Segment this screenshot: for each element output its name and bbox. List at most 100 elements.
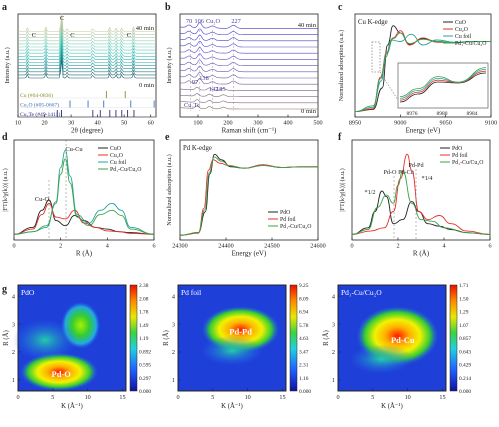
- colorbar-label-0-5: 1.49: [139, 323, 149, 329]
- annotation-f-1: Pd-O: [383, 169, 397, 176]
- heatmap-ylabel-1: R (Å): [162, 330, 170, 346]
- heatmap-ytick-label-2-1: 2: [332, 349, 335, 356]
- heatmap-xtick-label-0-1: 5: [51, 394, 54, 401]
- ref-label-1: Cu₂O (#05-0667): [20, 102, 59, 109]
- colorbar-label-2-1: 0.214: [459, 376, 471, 382]
- xrd-pattern-5: [18, 44, 156, 63]
- series-line-d-3: [13, 158, 155, 235]
- raman-spectrum-13: [179, 22, 318, 29]
- heatmap-xtick-label-0-0: 0: [16, 394, 19, 401]
- x-tick-label-d-1: 2: [59, 243, 62, 250]
- raman-spectrum-10: [179, 40, 318, 48]
- panel-letter-c: c: [338, 2, 343, 13]
- raman-bottom-time: 0 min: [301, 108, 317, 115]
- colorbar-label-1-8: 9.25: [299, 283, 309, 289]
- x-tick-label-c-1: 9000: [394, 120, 406, 127]
- heatmap-ytick-label-0-2: 3: [12, 321, 15, 328]
- raman-bottom-peak-3: 185: [216, 86, 225, 93]
- xrd-pattern-10: [18, 28, 156, 48]
- x-tick-label-e-0: 24300: [172, 243, 187, 250]
- colorbar-label-1-1: 1.16: [299, 376, 309, 382]
- panel-letter-e: e: [165, 132, 170, 143]
- heatmap-title-0: PdO: [21, 288, 35, 297]
- x-tick-label-a-2: 30: [68, 120, 74, 127]
- xrd-bottom-time: 0 min: [139, 82, 155, 89]
- colorbar-label-1-6: 6.94: [299, 310, 309, 316]
- x-tick-label-f-1: 2: [396, 243, 399, 250]
- heatmap-frame-1: [177, 284, 287, 392]
- raman-spectrum-12: [179, 28, 318, 35]
- colorbar-label-0-3: 0.892: [139, 349, 151, 355]
- ref-label-0: Cu (#04-0836): [20, 92, 53, 99]
- xrd-peak-mark-2: C: [127, 32, 131, 39]
- colorbar-label-1-0: 0.000: [299, 389, 311, 395]
- annotation-f-4: *1/2: [364, 189, 375, 196]
- colorbar-label-2-4: 0.857: [459, 336, 471, 342]
- colorbar-label-2-3: 0.643: [459, 349, 471, 355]
- heatmap-ytick-label-0-1: 2: [12, 349, 15, 356]
- x-axis-label-b: Raman shift (cm⁻¹): [222, 127, 277, 135]
- heatmap-xtick-label-2-2: 10: [405, 394, 411, 401]
- raman-spectrum-1: [180, 99, 318, 104]
- colorbar-label-2-7: 1.50: [459, 296, 469, 302]
- inset-line-c-2: [399, 69, 487, 99]
- heatmap-xtick-label-1-3: 15: [279, 394, 285, 401]
- heatmap-blob-0-1: [20, 352, 98, 392]
- colorbar-0: [129, 284, 138, 392]
- colorbar-label-1-5: 5.78: [299, 323, 309, 329]
- series-line-c-2: [354, 33, 491, 113]
- heatmap-ytick-label-1-1: 2: [172, 349, 175, 356]
- series-line-e-2: [179, 156, 318, 236]
- xrd-pattern-9: [18, 31, 156, 51]
- xrd-peak-mark-1: C: [60, 15, 64, 22]
- xrd-peak-mark-3: C: [70, 32, 74, 39]
- heatmap-xlabel-0: K (Å⁻¹): [61, 402, 83, 410]
- raman-spectrum-9: [179, 47, 318, 54]
- heatmap-ytick-label-0-0: 1: [12, 377, 15, 384]
- heatmap-xtick-label-2-0: 0: [336, 394, 339, 401]
- inset-line-c-1: [399, 70, 487, 101]
- inset-frame-c: [397, 62, 489, 109]
- panel-letter-g: g: [2, 284, 7, 295]
- panel-title-c: Cu K-edge: [358, 19, 388, 26]
- series-line-f-0: [351, 190, 491, 235]
- plot-frame-b: [179, 13, 319, 118]
- plot-frame-c: [354, 13, 492, 118]
- inset-line-c-3: [399, 67, 487, 97]
- heatmap-xtick-label-1-0: 0: [176, 394, 179, 401]
- raman-spectrum-11: [179, 34, 318, 42]
- legend-d-entry-1: Cu₂O: [110, 153, 123, 159]
- x-tick-label-e-1: 24400: [218, 243, 233, 250]
- heatmap-peak-label-2: Pd-Cu: [391, 335, 415, 345]
- panel-letter-f: f: [338, 132, 342, 143]
- heatmap-blob-1-1: [199, 335, 265, 366]
- y-axis-label-a: Intensity (a.u.): [4, 47, 11, 83]
- colorbar-label-1-2: 2.31: [299, 363, 309, 369]
- colorbar-label-1-7: 8.09: [299, 296, 309, 302]
- plot-frame-f: [351, 139, 491, 241]
- colorbar-label-1-3: 3.47: [299, 349, 309, 355]
- x-axis-label-d: R (Å): [76, 250, 93, 258]
- x-tick-label-e-2: 24500: [264, 243, 279, 250]
- heatmap-xtick-label-1-1: 5: [211, 394, 214, 401]
- legend-e-entry-0: PdO: [280, 210, 290, 216]
- raman-bottom-peak-0: 97: [192, 79, 198, 86]
- raman-top-peak-3: 227: [231, 18, 240, 25]
- legend-c-entry-0: CuO: [455, 20, 466, 26]
- plot-frame-d: [13, 139, 155, 241]
- x-tick-label-f-3: 6: [488, 243, 491, 250]
- x-tick-label-a-1: 20: [41, 120, 47, 127]
- legend-f-entry-0: PdO: [452, 146, 462, 152]
- colorbar-label-2-6: 1.29: [459, 310, 469, 316]
- x-tick-label-c-0: 8950: [349, 120, 361, 127]
- xrd-top-time: 40 min: [136, 25, 155, 32]
- raman-spectrum-0: [180, 105, 318, 110]
- heatmap-ytick-label-1-0: 1: [172, 377, 175, 384]
- legend-d-entry-0: CuO: [110, 146, 121, 152]
- annotation-f-3: *1/4: [421, 175, 432, 182]
- colorbar-label-0-4: 1.19: [139, 336, 149, 342]
- legend-d-entry-2: Cu foil: [110, 159, 127, 166]
- y-axis-label-c: Normalized adsorption (a.u.): [338, 30, 345, 101]
- zoom-box-c: [371, 41, 381, 73]
